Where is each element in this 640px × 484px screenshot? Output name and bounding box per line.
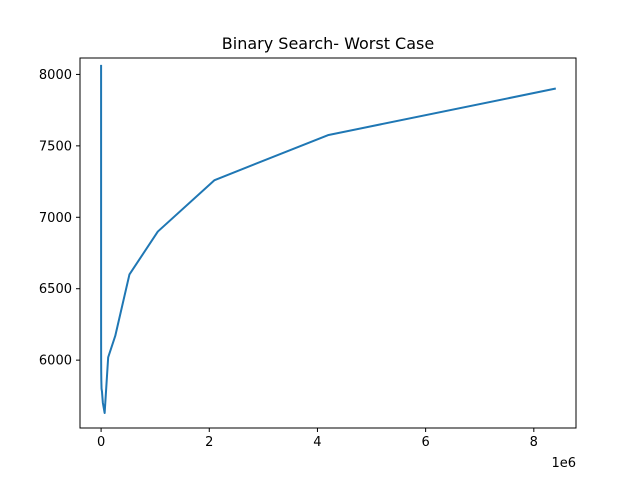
y-tick-label: 8000 xyxy=(39,68,72,83)
y-tick-label: 7500 xyxy=(39,139,72,154)
x-tick-label: 8 xyxy=(530,435,538,450)
y-tick-label: 6000 xyxy=(39,354,72,369)
x-tick-label: 2 xyxy=(205,435,213,450)
y-axis-ticks: 6000 6500 7000 7500 8000 xyxy=(39,68,80,369)
plot-frame xyxy=(79,57,577,429)
y-tick-label: 7000 xyxy=(39,211,72,226)
y-tick-label: 6500 xyxy=(39,282,72,297)
x-axis-ticks: 0 2 4 6 8 xyxy=(97,428,538,450)
series-layer xyxy=(100,64,557,414)
x-axis-offset-label: 1e6 xyxy=(551,456,576,471)
series-line xyxy=(100,64,557,414)
x-tick-label: 6 xyxy=(421,435,429,450)
x-tick-label: 0 xyxy=(97,435,105,450)
chart-title: Binary Search- Worst Case xyxy=(222,34,434,53)
x-tick-label: 4 xyxy=(313,435,321,450)
